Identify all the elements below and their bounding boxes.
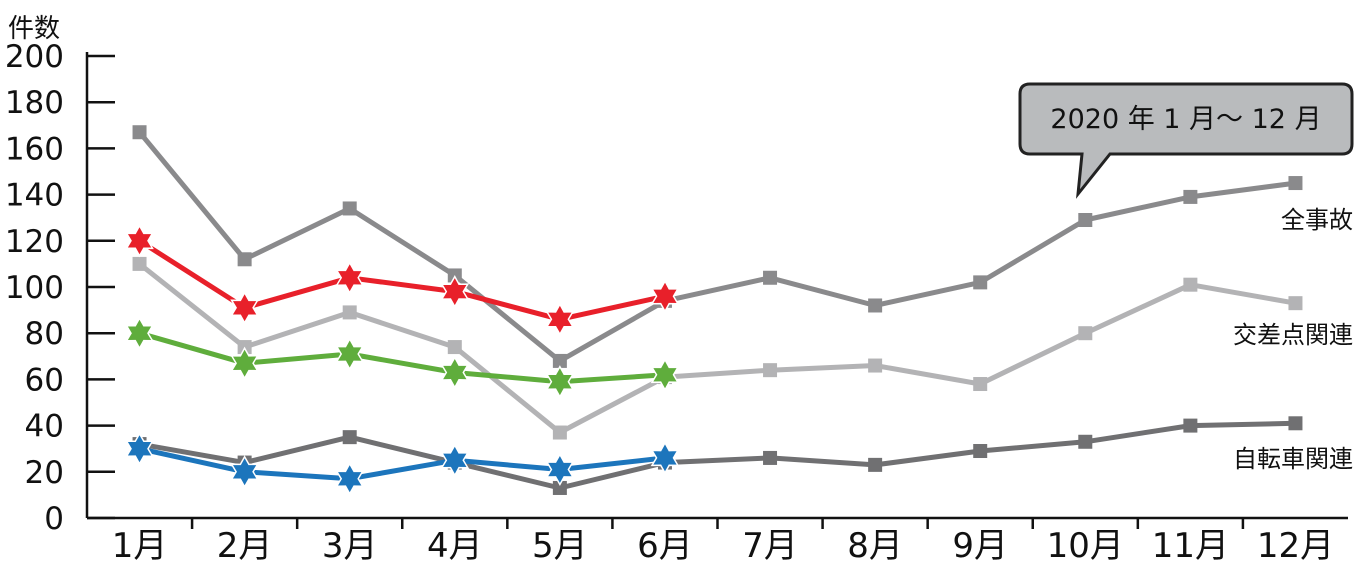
annotation-bubble [1018,82,1354,199]
data-point [868,298,883,313]
y-tick-label: 140 [5,178,64,214]
data-point [868,457,883,472]
y-tick-label: 100 [5,270,64,306]
series-4 [125,316,680,399]
x-tick-label: 12月 [1257,526,1334,565]
series-line [137,261,1296,435]
data-point [440,443,470,477]
data-point [1183,418,1198,433]
data-point [342,305,357,320]
data-point [132,256,147,271]
data-point [440,275,470,309]
data-point [545,452,575,487]
data-point [1078,434,1093,449]
x-tick-label: 5月 [532,526,588,565]
x-tick-labels: 1月 2月 3月 4月 5月 6月 7月 8月 9月 10月 11月 12月 [112,526,1334,565]
y-tick-label: 200 [5,39,64,75]
y-tick-label: 60 [25,362,64,398]
data-point [545,302,575,336]
y-tick-label: 40 [25,409,64,445]
data-point [1078,326,1093,341]
data-point [342,430,357,445]
annotation-text: 2020 年 1 月～ 12 月 [1050,104,1321,135]
data-point [1288,296,1303,311]
annotation-callout: 2020 年 1 月～ 12 月 [1018,82,1354,199]
data-point [545,365,575,399]
data-point [342,201,357,216]
x-tick-label: 10月 [1047,526,1124,565]
x-tick-label: 9月 [952,526,1008,565]
data-point [1288,416,1303,431]
y-tick-label: 180 [5,85,64,121]
data-point [1078,213,1093,228]
data-point [973,377,988,392]
data-point [335,337,365,371]
x-tick-label: 6月 [637,526,693,565]
series-line [138,330,666,385]
data-point [650,279,680,313]
data-point [1183,189,1198,204]
series-line [138,238,666,322]
series-line [139,420,1296,491]
series-3 [125,224,680,336]
x-tick-label: 8月 [847,526,903,565]
data-point [230,346,259,380]
data-point [552,353,567,368]
data-point [763,270,778,285]
data-point [1183,277,1198,292]
data-point [230,291,259,325]
series-label: 交差点関連 [1233,321,1353,349]
x-tick-label: 7月 [742,526,798,565]
data-point [125,316,154,350]
x-tick-label: 3月 [322,526,378,565]
series-label: 自転車関連 [1233,445,1353,473]
data-point [335,462,365,496]
data-point [447,340,462,355]
series-5 [125,432,680,496]
data-point [230,455,259,489]
data-point [125,432,154,466]
y-tick-label: 20 [25,455,64,491]
series-group [125,125,1303,496]
data-point [440,355,470,390]
x-tick-label: 2月 [217,526,273,565]
data-point [335,261,365,295]
y-axis-label: 件数 [8,14,60,44]
series-0 [132,125,1303,368]
data-point [1288,176,1303,191]
axes [85,52,1348,529]
data-point [237,252,252,267]
data-point [125,224,154,258]
data-point [132,125,147,140]
x-tick-label: 1月 [112,526,168,565]
series-line [138,446,666,482]
y-tick-label: 0 [44,501,64,537]
data-point [763,450,778,465]
series-label: 全事故 [1281,206,1353,234]
data-point [973,444,988,459]
x-tick-label: 11月 [1152,526,1229,565]
data-point [650,358,680,392]
y-tick-label: 160 [5,131,64,167]
y-tick-labels: 0 20 40 60 80 100 120 140 160 180 200 [5,39,64,537]
data-point [763,363,778,378]
data-point [868,358,883,373]
y-tick-label: 120 [5,224,64,260]
series-1 [132,256,1303,440]
data-point [973,275,988,290]
series-line [137,130,1296,364]
series-2 [132,416,1303,495]
data-point [650,441,680,475]
data-point [552,425,567,440]
x-tick-label: 4月 [427,526,483,565]
data-point [552,480,567,495]
y-tick-label: 80 [25,316,64,352]
